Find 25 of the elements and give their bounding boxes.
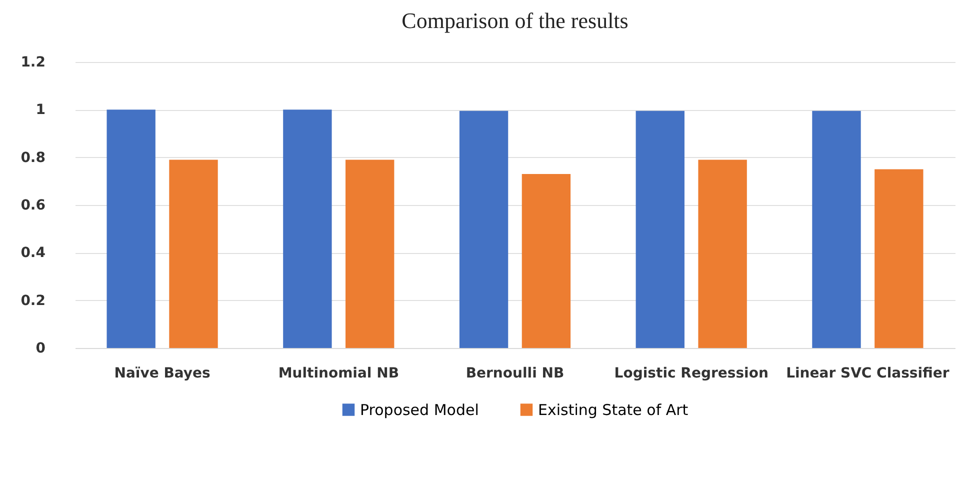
x-tick-label: Logistic Regression — [614, 366, 768, 382]
legend-label: Existing State of Art — [538, 400, 688, 419]
bar — [698, 160, 747, 348]
y-tick-label: 1 — [36, 102, 46, 118]
bar — [522, 174, 571, 348]
bar — [169, 160, 218, 348]
x-tick-label: Multinomial NB — [278, 366, 399, 382]
y-tick-label: 0.8 — [20, 150, 46, 166]
bar — [812, 110, 861, 348]
x-tick-label: Bernoulli NB — [466, 366, 564, 382]
bar — [874, 169, 924, 348]
x-tick-label: Linear SVC Classifier — [786, 366, 950, 382]
bar — [106, 110, 156, 348]
chart-title: Comparison of the results — [402, 8, 628, 33]
x-tick-label: Naïve Bayes — [114, 366, 210, 382]
bar — [346, 160, 394, 348]
y-tick-label: 0.4 — [20, 245, 46, 262]
y-tick-label: 0.6 — [20, 198, 46, 214]
y-tick-label: 0.2 — [20, 292, 46, 309]
y-tick-label: 0 — [36, 340, 46, 356]
bar — [283, 110, 332, 348]
legend-label: Proposed Model — [360, 400, 479, 419]
bar — [636, 110, 684, 348]
bar — [459, 110, 508, 348]
y-tick-label: 1.2 — [20, 54, 46, 70]
